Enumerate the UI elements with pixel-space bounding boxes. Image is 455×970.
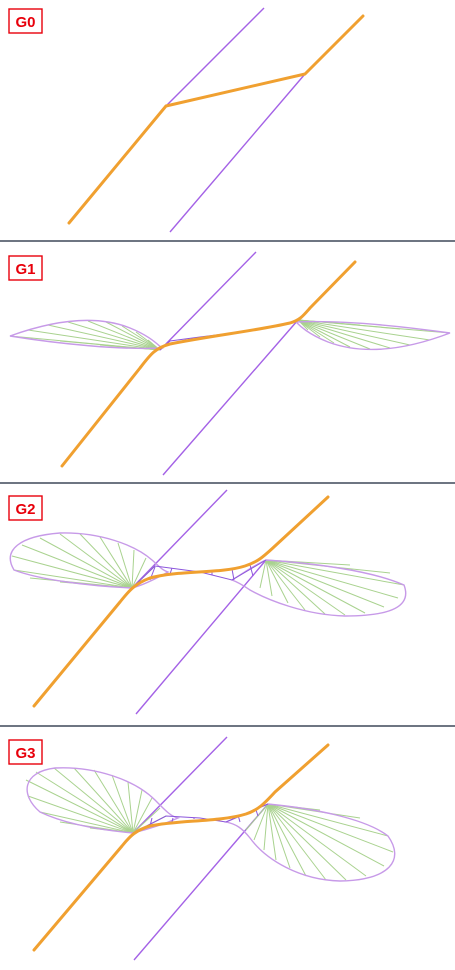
guide-line-right [133, 803, 269, 961]
joined-curve [60, 260, 357, 468]
guide-line-left [131, 489, 228, 589]
joined-curve [67, 14, 365, 225]
curvature-comb-right [230, 559, 407, 617]
panel-g2: G2 [8, 489, 407, 715]
panel-label-text: G2 [15, 501, 35, 518]
panel-label: G1 [8, 255, 43, 281]
comb-envelope [223, 803, 396, 882]
panel-label: G0 [8, 8, 43, 34]
curvature-comb-right [223, 803, 396, 882]
panel-label-text: G3 [15, 745, 35, 762]
comb-envelope [230, 559, 407, 617]
guide-line-right [162, 319, 299, 476]
guide-line-right [135, 559, 267, 715]
joined-curve [32, 743, 330, 952]
guide-line-left [132, 736, 228, 834]
comb-envelope [9, 319, 164, 350]
panel-label: G3 [8, 739, 43, 765]
panel-label-text: G0 [15, 14, 35, 31]
curvature-comb-right [294, 319, 451, 351]
panel-label: G2 [8, 495, 43, 521]
panel-g0: G0 [8, 7, 365, 233]
comb-envelope [294, 320, 451, 351]
joined-curve [32, 495, 330, 708]
guide-line-left [165, 7, 265, 107]
panel-g1: G1 [8, 251, 451, 476]
curvature-comb-left [25, 767, 181, 834]
curvature-comb-left [9, 319, 164, 351]
guide-line-right [169, 73, 306, 233]
comb-envelope [26, 767, 181, 834]
panel-label-text: G1 [15, 261, 35, 278]
panel-g3: G3 [8, 736, 396, 961]
guide-line-left [159, 251, 257, 351]
